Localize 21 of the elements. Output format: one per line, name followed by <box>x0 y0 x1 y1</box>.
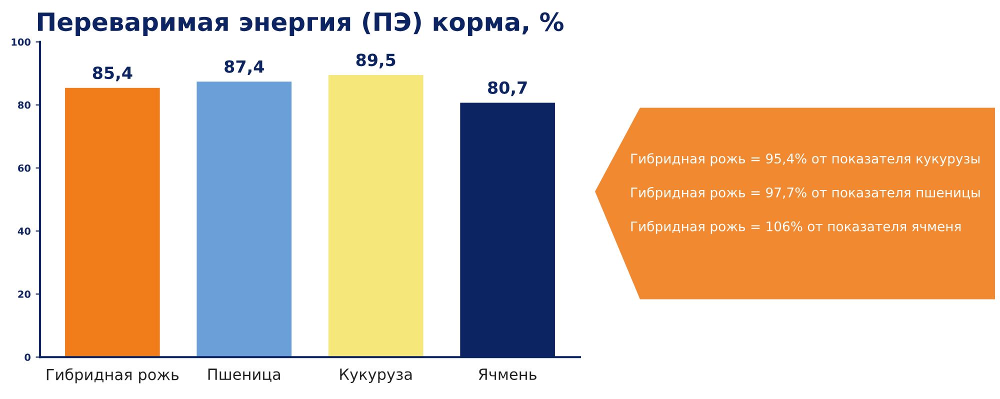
y-tick-label: 0 <box>24 354 31 361</box>
x-tick-label: Кукуруза <box>340 368 412 383</box>
x-tick-label: Ячмень <box>478 368 536 380</box>
text: Гибридная рожь = 95,4% от показателя кукурузы <box>631 153 980 166</box>
bar <box>65 88 160 358</box>
data-label: 89,5 <box>356 54 396 68</box>
bar <box>196 82 292 358</box>
bar <box>328 74 424 358</box>
data-label: 80,7 <box>488 81 527 96</box>
y-tick-label: 60 <box>18 164 31 172</box>
chart-title: Переваримая энергия (ПЭ) корма, % <box>38 12 564 36</box>
data-label: 85,4 <box>92 66 132 82</box>
x-tick-label: Пшеница <box>208 368 280 382</box>
y-tick-label: 100 <box>12 38 31 46</box>
data-label: 87,4 <box>224 60 264 75</box>
text: Гибридная рожь = 106% от показателя ячменя <box>631 220 961 234</box>
text: Гибридная рожь = 97,7% от показателя пшеницы <box>631 187 980 200</box>
y-tick-label: 20 <box>18 290 31 298</box>
x-tick-label: Гибридная рожь <box>46 368 179 384</box>
y-tick-label: 40 <box>18 228 31 235</box>
y-tick-label: 80 <box>18 101 31 109</box>
